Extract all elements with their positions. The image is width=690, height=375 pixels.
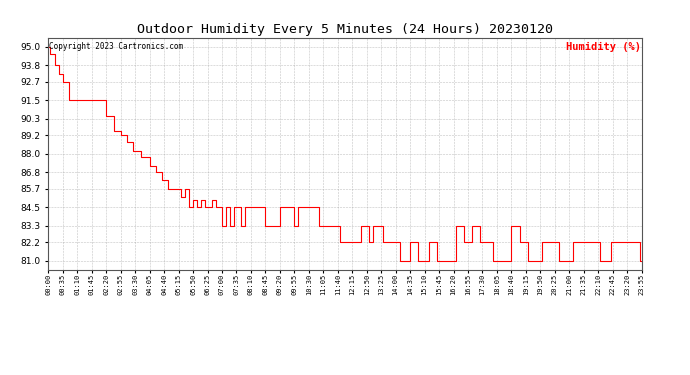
Title: Outdoor Humidity Every 5 Minutes (24 Hours) 20230120: Outdoor Humidity Every 5 Minutes (24 Hou… <box>137 23 553 36</box>
Text: Humidity (%): Humidity (%) <box>566 42 640 52</box>
Text: Copyright 2023 Cartronics.com: Copyright 2023 Cartronics.com <box>50 42 184 51</box>
